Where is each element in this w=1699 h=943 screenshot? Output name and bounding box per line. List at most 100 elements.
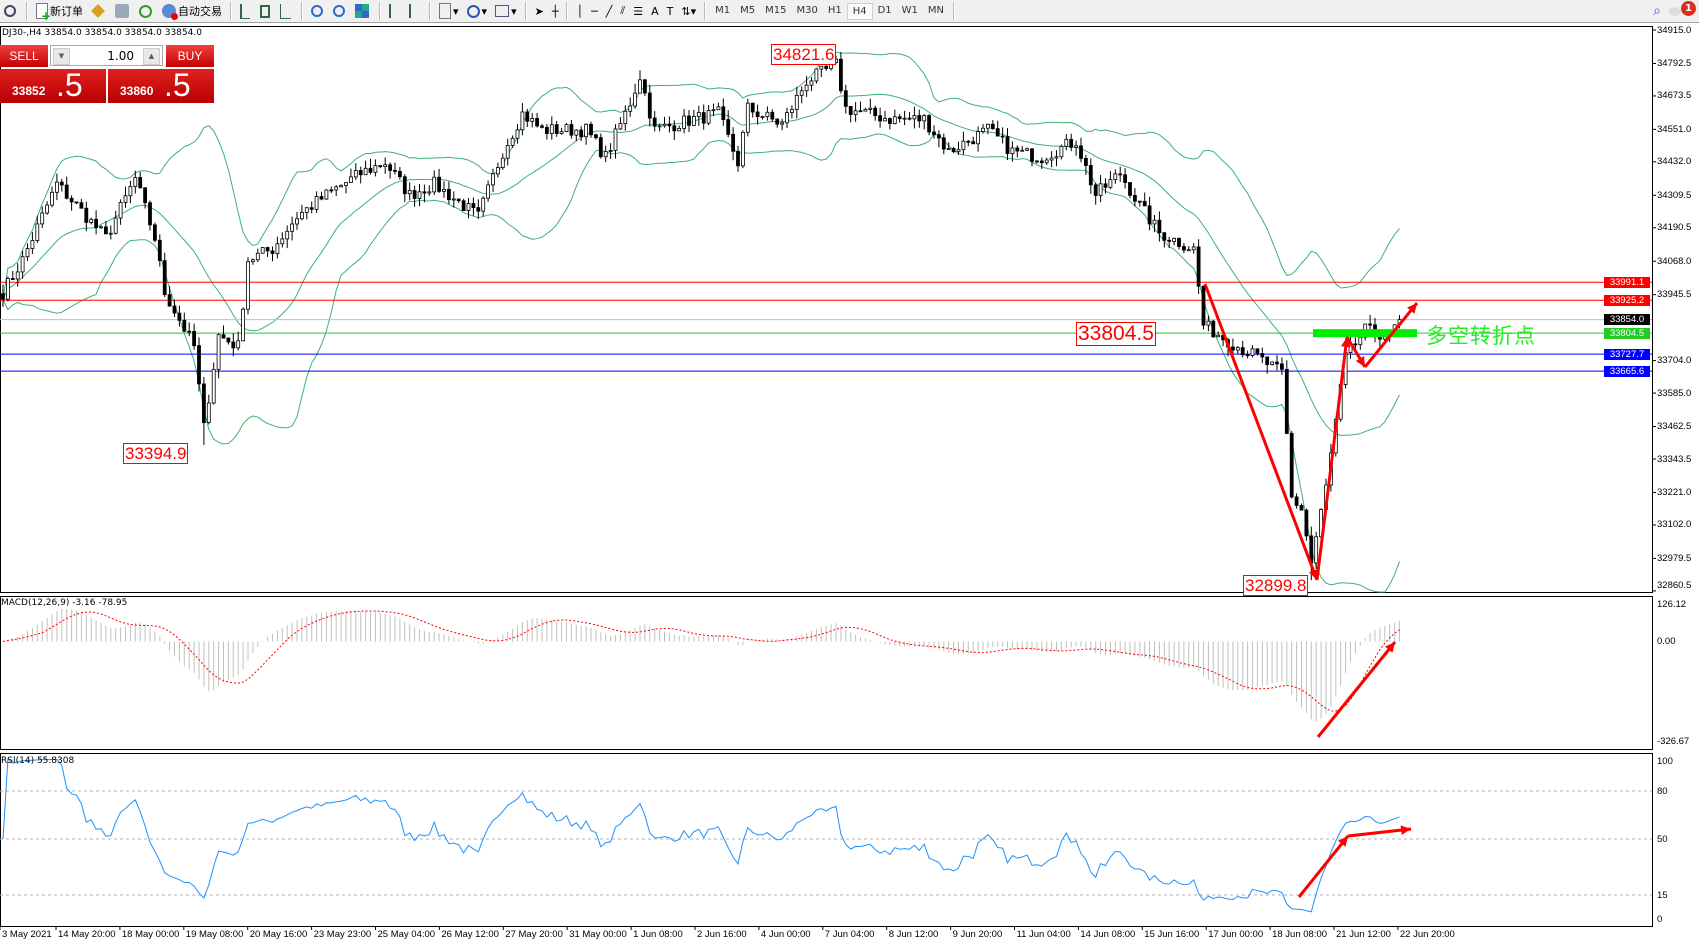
buy-button[interactable]: BUY [166, 45, 214, 67]
candle-bullish [113, 217, 118, 234]
candle-bearish [59, 181, 64, 186]
rebound-arrow-head-icon [1341, 337, 1351, 348]
candle-bullish [662, 123, 667, 127]
sell-price-main: 33852 [12, 84, 46, 98]
candle-bearish [94, 218, 98, 229]
label-button[interactable]: T [664, 1, 677, 21]
macd-histogram [7, 608, 1400, 722]
candle-bearish [1137, 200, 1142, 203]
candle-bullish [922, 115, 927, 122]
buy-price-main: 33860 [120, 84, 154, 98]
grid-icon [355, 4, 369, 18]
sell-price-button[interactable]: 33852 .5 [0, 67, 106, 103]
line-chart-button[interactable] [277, 1, 296, 21]
candle-bearish [270, 250, 275, 254]
candle-bearish [79, 202, 84, 209]
candle-bullish [1020, 149, 1025, 152]
autoscroll-button[interactable] [386, 1, 404, 21]
candle-bearish [643, 79, 647, 94]
buy-price-button[interactable]: 33860 .5 [108, 67, 214, 103]
macd-label: MACD(12,26,9) -3.16 -78.95 [1, 598, 128, 608]
notifications-button[interactable]: 1 [1666, 1, 1698, 21]
timeframe-w1[interactable]: W1 [901, 4, 918, 16]
timeframe-bar: M1 M5 M15 M30 H1 H4 D1 W1 MN [710, 2, 949, 20]
timeframe-m30[interactable]: M30 [796, 4, 818, 16]
vertical-line-button[interactable]: │ [573, 1, 586, 21]
timeframe-h4[interactable]: H4 [846, 2, 873, 20]
candle-bullish [324, 189, 329, 200]
candle-bullish [956, 149, 961, 153]
timeframe-h1[interactable]: H1 [827, 4, 842, 16]
text-button[interactable]: A [648, 1, 662, 21]
bar-chart-icon [240, 3, 250, 19]
candle-bearish [1167, 239, 1172, 242]
time-axis-label: 7 Jun 04:00 [824, 929, 875, 940]
macd-axis-label: 0.00 [1657, 636, 1676, 647]
auto-trading-button[interactable]: 自动交易 [159, 1, 225, 21]
pullback-arrow-head-icon [1355, 356, 1365, 367]
lot-size-input[interactable]: ▼ 1.00 ▲ [50, 45, 163, 66]
candle-bearish [1284, 368, 1289, 434]
zoom-in-button[interactable] [308, 1, 328, 21]
fibonacci-button[interactable]: ☰ [630, 1, 646, 21]
candle-bullish [1054, 156, 1059, 159]
horizontal-line-button[interactable]: ─ [588, 1, 601, 21]
candle-bearish [731, 133, 735, 152]
timeframe-m5[interactable]: M5 [740, 4, 756, 16]
arrows-button[interactable]: ⇅▾ [678, 1, 699, 21]
candle-bullish [1108, 179, 1113, 188]
time-axis-label: 18 Jun 08:00 [1272, 929, 1328, 940]
cursor-button[interactable]: ➤ [532, 1, 547, 21]
chart-shift-button[interactable] [406, 1, 424, 21]
candle-chart-button[interactable] [257, 1, 275, 21]
candle-bullish [785, 112, 789, 124]
candle-bearish [917, 115, 922, 122]
candle-bullish [976, 131, 980, 145]
search-button[interactable]: ⌕ [1650, 1, 1664, 21]
lot-increase-icon[interactable]: ▲ [143, 48, 160, 65]
candle-bullish [515, 129, 520, 139]
candle-bearish [1039, 160, 1044, 164]
crosshair-button[interactable]: ┼ [549, 1, 562, 21]
candle-bullish [657, 125, 662, 128]
new-order-button[interactable]: + 新订单 [33, 1, 86, 22]
candle-bearish [167, 294, 172, 307]
signals-button[interactable] [136, 1, 157, 21]
lot-decrease-icon[interactable]: ▼ [53, 48, 70, 65]
price-axis-label: 34792.5 [1657, 57, 1692, 69]
trendline-button[interactable]: ╱ [603, 1, 616, 21]
timeframe-m15[interactable]: M15 [765, 4, 787, 16]
price-axis-label: 34551.0 [1657, 123, 1692, 135]
zoom-out-button[interactable] [330, 1, 350, 21]
timeframe-m1[interactable]: M1 [715, 4, 731, 16]
zoom-icon[interactable] [1, 1, 21, 21]
candle-bullish [696, 112, 701, 117]
candle-bearish [1142, 200, 1147, 207]
candle-bearish [1231, 346, 1235, 351]
candle-bearish [1088, 165, 1093, 186]
candle-bearish [1280, 363, 1284, 370]
lot-size-value: 1.00 [107, 49, 134, 63]
timeframe-d1[interactable]: D1 [877, 4, 892, 16]
sell-button[interactable]: SELL [0, 45, 48, 67]
terminal-button[interactable] [112, 1, 134, 21]
candle-bearish [1000, 135, 1005, 138]
level-price-tag: 33854.0 [1604, 314, 1650, 326]
periods-button[interactable]: ▾ [464, 1, 491, 21]
candle-bullish [407, 190, 412, 195]
candle-bullish [486, 184, 491, 199]
timeframe-mn[interactable]: MN [927, 4, 945, 16]
candle-bearish [1118, 173, 1123, 176]
equidistant-channel-button[interactable]: ⫽ [617, 1, 628, 21]
time-axis-label: 2 Jun 16:00 [697, 929, 747, 940]
candle-bearish [667, 123, 672, 127]
bar-chart-button[interactable] [237, 1, 255, 21]
candle-bullish [804, 84, 809, 92]
autoscroll-icon [389, 4, 399, 18]
candle-bullish [809, 80, 814, 86]
indicators-button[interactable]: ▾ [436, 1, 462, 21]
tile-windows-button[interactable] [352, 1, 374, 21]
templates-button[interactable]: ▾ [492, 1, 520, 21]
candle-bullish [853, 110, 858, 115]
